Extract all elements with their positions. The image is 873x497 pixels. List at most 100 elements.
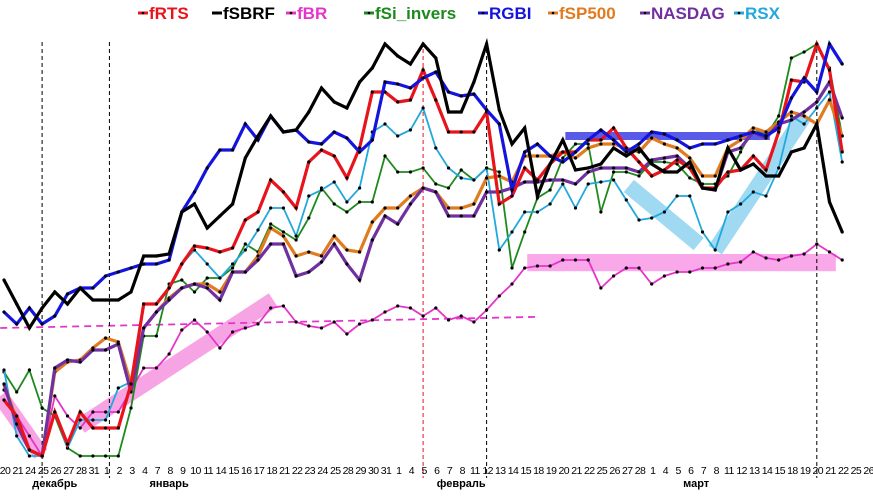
data-point xyxy=(472,92,476,96)
data-point xyxy=(396,54,400,58)
data-point xyxy=(281,130,285,134)
data-point xyxy=(573,168,578,172)
data-point xyxy=(815,242,819,246)
data-point xyxy=(561,160,565,164)
data-point xyxy=(116,342,120,346)
x-tick-label: 15 xyxy=(520,465,531,477)
data-point xyxy=(27,306,31,310)
x-tick-label: 20 xyxy=(559,465,570,477)
legend-label: NASDAG xyxy=(651,4,725,23)
data-point xyxy=(485,308,489,312)
x-tick-label: 28 xyxy=(343,465,354,477)
x-tick-label: 17 xyxy=(254,465,265,477)
data-point xyxy=(205,276,209,280)
data-point xyxy=(764,174,768,178)
data-point xyxy=(586,142,590,146)
x-tick-label: 26 xyxy=(609,465,620,477)
data-point xyxy=(548,264,552,268)
data-point xyxy=(180,262,184,266)
data-point xyxy=(472,130,476,134)
data-point xyxy=(40,406,44,410)
data-point xyxy=(396,134,400,138)
x-tick-label: 22 xyxy=(584,465,595,477)
data-point xyxy=(485,108,489,112)
x-tick-label: 4 xyxy=(663,465,669,477)
data-point xyxy=(345,176,349,180)
data-point xyxy=(726,262,730,266)
data-point xyxy=(815,106,819,110)
trend-band-4 xyxy=(623,179,704,251)
x-tick-labels: 20 21 24 25 26 27 28 31 1 2 3 4 7 8 9 10 11 14 15 16 17 18 21 2… xyxy=(0,465,873,477)
data-point xyxy=(472,214,476,218)
data-point xyxy=(180,328,184,332)
x-tick-label: 19 xyxy=(800,465,811,477)
data-point xyxy=(91,410,95,414)
data-point xyxy=(154,302,158,306)
data-point xyxy=(294,274,298,278)
data-point xyxy=(662,156,667,160)
data-point xyxy=(129,290,133,294)
data-point xyxy=(446,110,451,114)
data-point xyxy=(319,260,324,264)
data-point xyxy=(675,154,679,158)
data-point xyxy=(53,394,57,398)
x-tick-label: 11 xyxy=(470,465,480,477)
data-point xyxy=(205,262,209,266)
data-point xyxy=(218,276,222,280)
data-point xyxy=(243,270,247,274)
x-tick-label: 20 xyxy=(0,465,11,477)
data-point xyxy=(332,100,336,104)
data-point xyxy=(446,318,451,322)
data-point xyxy=(307,140,311,144)
data-point xyxy=(345,248,349,252)
data-point xyxy=(497,122,501,126)
series-f-sbrf xyxy=(2,37,844,332)
data-point xyxy=(408,98,412,102)
series-lines xyxy=(2,37,844,459)
data-point xyxy=(269,226,273,230)
data-point xyxy=(408,128,412,132)
data-point xyxy=(777,258,781,262)
data-point xyxy=(78,454,82,458)
data-point xyxy=(523,126,527,130)
data-point xyxy=(624,146,628,150)
data-point xyxy=(561,156,565,160)
x-tick-label: 1 xyxy=(396,465,402,477)
x-tick-label: 12 xyxy=(736,465,747,477)
x-tick-label: 21 xyxy=(279,465,290,477)
data-point xyxy=(332,130,336,134)
data-point xyxy=(281,190,285,194)
data-point xyxy=(78,410,82,414)
x-tick-label: 26 xyxy=(863,465,873,477)
data-point xyxy=(231,270,235,274)
data-point xyxy=(802,110,806,114)
data-point xyxy=(777,114,781,118)
month-label: январь xyxy=(149,478,189,490)
data-point xyxy=(434,182,438,186)
data-point xyxy=(700,230,705,234)
data-point xyxy=(688,176,692,180)
x-tick-label: 21 xyxy=(12,465,23,477)
legend-item: fSBRF xyxy=(212,4,275,23)
data-point xyxy=(396,206,400,210)
data-point xyxy=(434,146,438,150)
x-tick-label: 15 xyxy=(774,465,785,477)
data-point xyxy=(65,292,70,296)
data-point xyxy=(624,150,628,154)
data-point xyxy=(497,108,501,112)
data-point xyxy=(599,286,603,290)
data-point xyxy=(129,266,133,270)
data-point xyxy=(802,122,806,126)
data-point xyxy=(269,114,273,118)
data-point xyxy=(180,278,184,282)
x-tick-label: 16 xyxy=(241,465,252,477)
data-point xyxy=(358,200,362,204)
data-point xyxy=(256,134,260,138)
data-point xyxy=(396,100,400,104)
data-point xyxy=(497,248,501,252)
data-point xyxy=(523,210,527,214)
data-point xyxy=(586,182,590,186)
data-point xyxy=(751,190,755,194)
data-point xyxy=(154,254,158,258)
data-point xyxy=(612,166,616,170)
